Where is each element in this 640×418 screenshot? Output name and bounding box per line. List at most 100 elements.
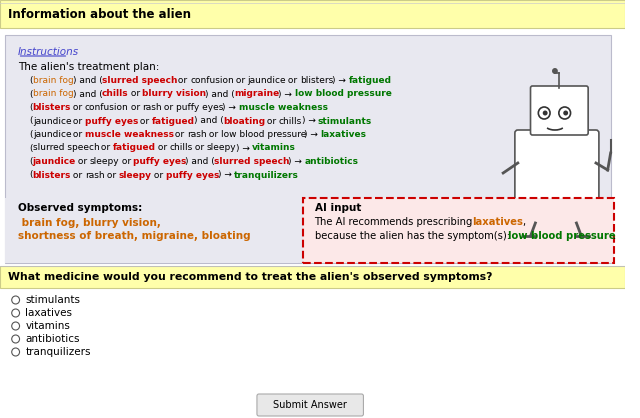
Text: blisters: blisters — [33, 103, 71, 112]
Text: ) →: ) → — [236, 143, 252, 153]
Text: or: or — [233, 76, 248, 85]
Text: Observed symptoms:: Observed symptoms: — [17, 203, 142, 213]
Text: or: or — [206, 130, 221, 139]
FancyBboxPatch shape — [515, 130, 599, 226]
FancyBboxPatch shape — [5, 198, 298, 263]
FancyBboxPatch shape — [531, 86, 588, 135]
Text: or: or — [155, 143, 170, 153]
Text: ) and (: ) and ( — [194, 117, 224, 125]
Text: rash: rash — [85, 171, 104, 179]
Text: chills: chills — [102, 89, 128, 99]
Text: or: or — [264, 117, 279, 125]
Circle shape — [12, 335, 20, 343]
Text: stimulants: stimulants — [318, 117, 372, 125]
Text: ) and (: ) and ( — [72, 89, 102, 99]
Text: brain fog: brain fog — [33, 89, 74, 99]
Text: Instructions: Instructions — [17, 47, 79, 57]
Text: migraine: migraine — [234, 89, 279, 99]
Text: What medicine would you recommend to treat the alien's observed symptoms?: What medicine would you recommend to tre… — [8, 272, 492, 282]
Text: or: or — [175, 76, 190, 85]
Text: bloating: bloating — [223, 117, 265, 125]
Circle shape — [12, 296, 20, 304]
Text: or: or — [192, 143, 207, 153]
Text: laxatives: laxatives — [472, 217, 524, 227]
Text: (: ( — [29, 157, 33, 166]
Text: blurry vision: blurry vision — [142, 89, 207, 99]
Text: blisters: blisters — [33, 171, 71, 179]
Circle shape — [563, 110, 568, 115]
Text: (: ( — [29, 89, 33, 99]
Text: or: or — [70, 103, 85, 112]
Text: or: or — [70, 130, 86, 139]
Text: (: ( — [29, 143, 33, 153]
FancyBboxPatch shape — [0, 0, 625, 28]
Text: fatigued: fatigued — [349, 76, 392, 85]
Text: (: ( — [29, 130, 33, 139]
Text: sleepy: sleepy — [207, 143, 236, 153]
Circle shape — [552, 68, 558, 74]
Text: or: or — [137, 117, 152, 125]
Text: or: or — [285, 76, 300, 85]
Text: ) →: ) → — [222, 103, 239, 112]
Text: puffy eyes: puffy eyes — [176, 103, 223, 112]
Text: AI input: AI input — [315, 203, 361, 213]
Circle shape — [538, 107, 550, 119]
Text: puffy eyes: puffy eyes — [166, 171, 219, 179]
Text: or: or — [172, 130, 187, 139]
Text: stimulants: stimulants — [26, 295, 81, 305]
Text: slurred speech: slurred speech — [214, 157, 290, 166]
Text: or: or — [98, 143, 113, 153]
Text: ) →: ) → — [288, 157, 305, 166]
Text: The alien's treatment plan:: The alien's treatment plan: — [17, 62, 159, 72]
Text: jaundice: jaundice — [248, 76, 286, 85]
Text: low blood pressure: low blood pressure — [221, 130, 306, 139]
Text: laxatives: laxatives — [321, 130, 366, 139]
Text: or: or — [151, 171, 166, 179]
Text: or: or — [127, 103, 143, 112]
Text: vitamins: vitamins — [26, 321, 70, 331]
Text: rash: rash — [142, 103, 162, 112]
Text: fatigued: fatigued — [113, 143, 156, 153]
Text: sleepy: sleepy — [90, 157, 119, 166]
Text: chills: chills — [169, 143, 193, 153]
Text: chills: chills — [279, 117, 302, 125]
Text: ) →: ) → — [301, 117, 318, 125]
Text: ,: , — [522, 217, 525, 227]
Text: antibiotics: antibiotics — [26, 334, 80, 344]
Text: fatigued: fatigued — [152, 117, 195, 125]
Text: tranquilizers: tranquilizers — [234, 171, 299, 179]
Text: slurred speech: slurred speech — [102, 76, 177, 85]
Text: ) →: ) → — [278, 89, 295, 99]
Text: Submit Answer: Submit Answer — [273, 400, 347, 410]
Text: low blood pressure: low blood pressure — [508, 231, 616, 241]
Text: The AI recommends prescribing: The AI recommends prescribing — [315, 217, 476, 227]
Text: muscle weakness: muscle weakness — [239, 103, 328, 112]
Text: brain fog: brain fog — [33, 76, 74, 85]
Text: puffy eyes: puffy eyes — [85, 117, 138, 125]
Text: laxatives: laxatives — [26, 308, 72, 318]
Circle shape — [543, 110, 548, 115]
Text: tranquilizers: tranquilizers — [26, 347, 91, 357]
Text: sleepy: sleepy — [118, 171, 152, 179]
FancyBboxPatch shape — [257, 394, 364, 416]
Text: because the alien has the symptom(s):: because the alien has the symptom(s): — [315, 231, 513, 241]
Text: (: ( — [29, 76, 33, 85]
Text: or: or — [127, 89, 143, 99]
Circle shape — [559, 107, 571, 119]
Text: (: ( — [29, 103, 33, 112]
FancyBboxPatch shape — [0, 266, 625, 288]
Text: ) and (: ) and ( — [186, 157, 215, 166]
Text: blisters: blisters — [300, 76, 333, 85]
Text: shortness of breath, migraine, bloating: shortness of breath, migraine, bloating — [17, 231, 250, 241]
Text: ) →: ) → — [332, 76, 349, 85]
Text: or: or — [161, 103, 177, 112]
Text: or: or — [118, 157, 134, 166]
Text: or: or — [104, 171, 119, 179]
Text: vitamins: vitamins — [252, 143, 296, 153]
Text: (: ( — [29, 117, 33, 125]
Circle shape — [12, 309, 20, 317]
Text: antibiotics: antibiotics — [305, 157, 358, 166]
Text: ) and (: ) and ( — [205, 89, 235, 99]
FancyBboxPatch shape — [5, 35, 611, 263]
Text: jaundice: jaundice — [33, 130, 71, 139]
